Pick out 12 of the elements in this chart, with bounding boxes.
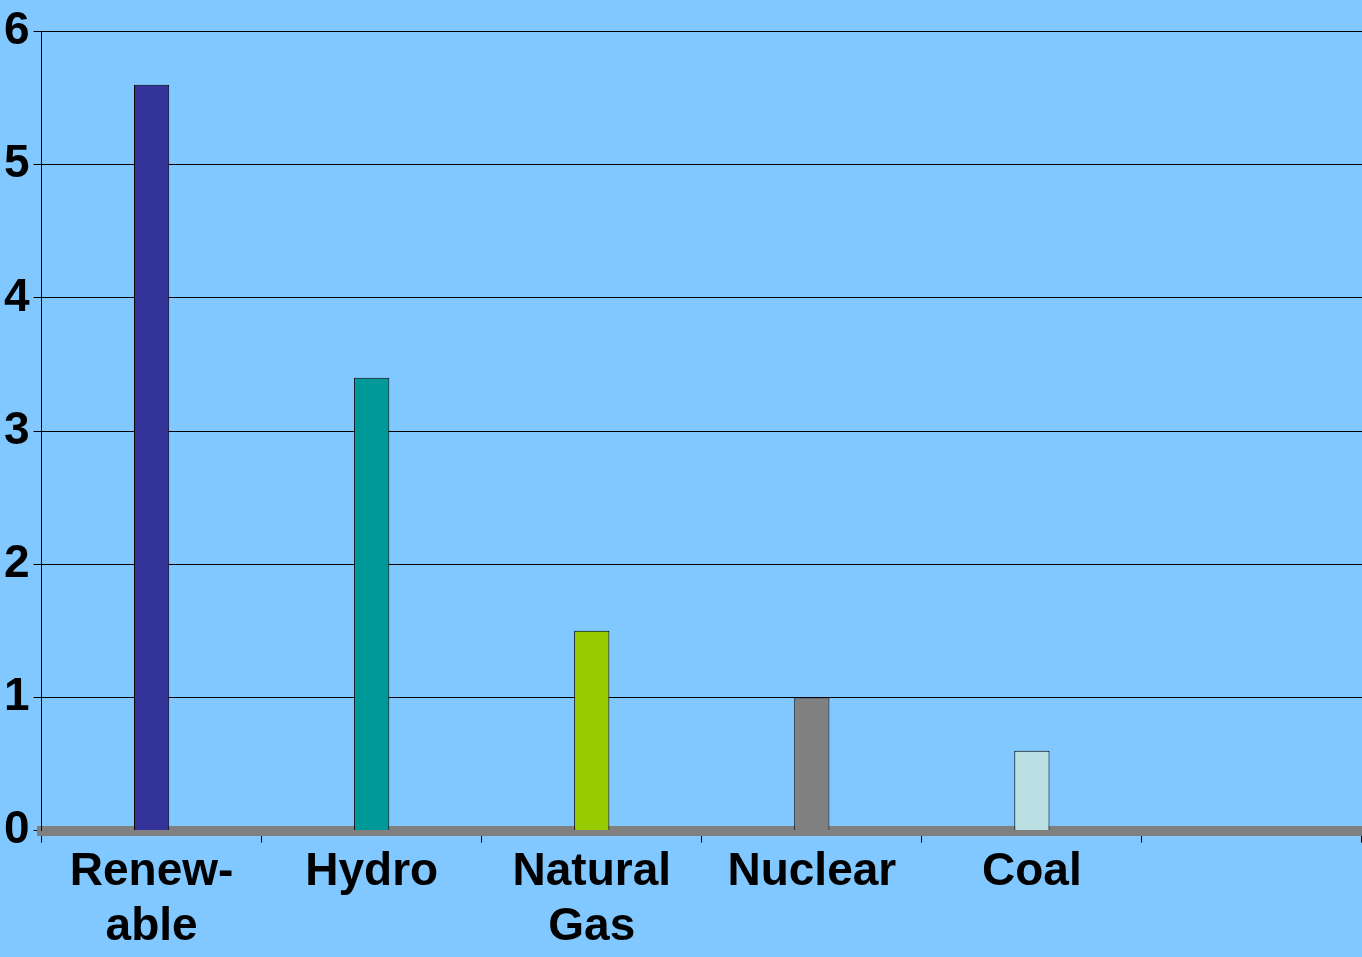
x-tick-label: Natural Gas	[512, 842, 671, 951]
y-tick-label: 2	[3, 534, 30, 587]
y-tick-label: 0	[3, 801, 30, 854]
y-tick-label: 4	[3, 268, 30, 321]
x-tick-label: Coal	[982, 842, 1082, 895]
x-tick-label: Renew-able	[69, 842, 234, 951]
y-tick-label: 3	[3, 401, 30, 454]
x-tick-label: Hydro	[305, 842, 439, 895]
y-tick-label: 1	[3, 668, 30, 721]
y-tick-label: 5	[3, 135, 30, 188]
y-tick-label: 6	[3, 2, 30, 55]
x-tick-label: Nuclear	[727, 842, 897, 895]
